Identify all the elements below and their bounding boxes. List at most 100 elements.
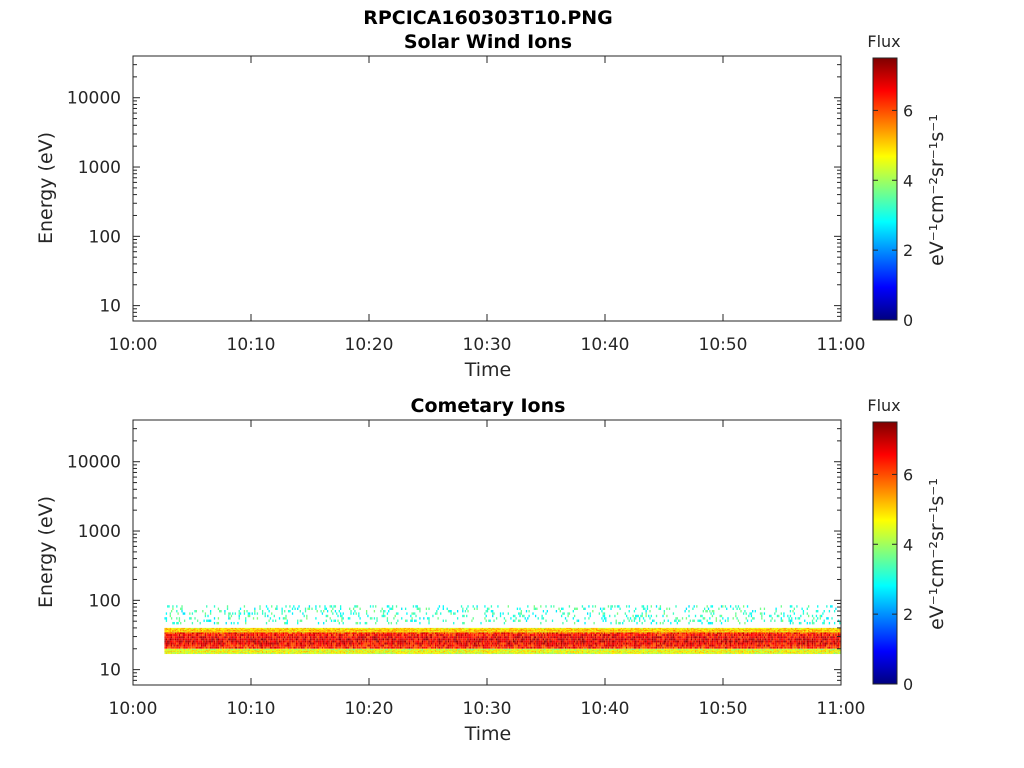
heatmap-cell (801, 634, 803, 637)
heatmap-cell (217, 631, 220, 635)
heatmap-cell (441, 638, 443, 641)
heatmap-cell (754, 642, 756, 645)
heatmap-cell (267, 652, 269, 654)
heatmap-cell (398, 644, 400, 647)
heatmap-cell (625, 646, 628, 649)
heatmap-cell (641, 644, 643, 647)
heatmap-cell (265, 651, 268, 653)
heatmap-cell (310, 631, 312, 635)
heatmap-cell (735, 644, 737, 647)
heatmap-cell (226, 653, 229, 655)
heatmap-cell (258, 636, 260, 639)
heatmap-cell (410, 642, 412, 645)
heatmap-cell (381, 636, 383, 639)
heatmap-cell (715, 644, 717, 647)
heatmap-cell (399, 640, 402, 643)
heatmap-cell (579, 644, 581, 647)
heatmap-cell (667, 634, 669, 637)
heatmap-cell (833, 634, 836, 637)
heatmap-cell (180, 634, 182, 637)
heatmap-cell (508, 640, 511, 643)
heatmap-cell (193, 652, 195, 654)
heatmap-cell (622, 646, 624, 649)
heatmap-cell (703, 638, 706, 641)
heatmap-cell (206, 631, 208, 635)
heatmap-cell (693, 640, 695, 643)
heatmap-cell (178, 652, 181, 654)
heatmap-cell (199, 644, 201, 647)
heatmap-cell (668, 636, 671, 639)
heatmap-cell (345, 634, 347, 637)
heatmap-cell (558, 631, 560, 635)
heatmap-cell (410, 640, 412, 643)
heatmap-cell (633, 644, 636, 647)
heatmap-cell (189, 636, 191, 639)
heatmap-cell (566, 640, 568, 643)
heatmap-cell (497, 646, 499, 649)
heatmap-cell (580, 634, 582, 637)
heatmap-cell (247, 649, 249, 651)
heatmap-cell (208, 646, 210, 649)
heatmap-cell (479, 642, 481, 645)
heatmap-cell (212, 649, 214, 651)
heatmap-cell (471, 638, 473, 641)
heatmap-cell (684, 631, 686, 635)
heatmap-cell (476, 638, 478, 641)
heatmap-cell (720, 644, 723, 647)
heatmap-cell (753, 636, 755, 639)
heatmap-cell (306, 631, 308, 635)
heatmap-cell (346, 636, 348, 639)
heatmap-cell (772, 640, 775, 643)
heatmap-cell (575, 634, 577, 637)
heatmap-cell (194, 649, 196, 651)
heatmap-cell (423, 631, 425, 635)
heatmap-cell (243, 634, 246, 637)
heatmap-cell (822, 642, 824, 645)
heatmap-cell (625, 644, 628, 647)
heatmap-cell (224, 653, 226, 655)
heatmap-cell (462, 640, 464, 643)
heatmap-cell (619, 642, 621, 645)
heatmap-cell (390, 640, 392, 643)
heatmap-cell (346, 646, 348, 649)
heatmap-cell (228, 648, 230, 650)
heatmap-cell (208, 640, 210, 643)
heatmap-cell (767, 642, 769, 645)
heatmap-cell (272, 651, 274, 653)
heatmap-cell (836, 631, 838, 635)
heatmap-cell (213, 646, 216, 649)
heatmap-cell (215, 652, 217, 654)
heatmap-cell (176, 648, 178, 650)
heatmap-cell (330, 646, 333, 649)
heatmap-cell (187, 640, 190, 643)
heatmap-cell (277, 651, 279, 653)
heatmap-cell (564, 634, 567, 637)
heatmap-cell (286, 634, 288, 637)
heatmap-cell (705, 646, 707, 649)
heatmap-cell (169, 642, 171, 645)
heatmap-cell (245, 634, 247, 637)
heatmap-cell (212, 631, 214, 635)
heatmap-cell (562, 646, 564, 649)
heatmap-cell (199, 649, 201, 651)
heatmap-cell (529, 634, 532, 637)
heatmap-cell (235, 648, 238, 650)
heatmap-cell (412, 634, 415, 637)
heatmap-cell (403, 646, 405, 649)
heatmap-cell (311, 636, 313, 639)
heatmap-cell (241, 638, 243, 641)
heatmap-cell (805, 634, 807, 637)
x-axis-label: Time (464, 359, 512, 381)
heatmap-cell (449, 638, 451, 641)
heatmap-cell (778, 644, 780, 647)
heatmap-cell (468, 634, 470, 637)
heatmap-cell (437, 631, 439, 635)
heatmap-cell (666, 646, 668, 649)
heatmap-cell (707, 644, 710, 647)
heatmap-cell (229, 649, 231, 651)
heatmap-cell (537, 638, 539, 641)
heatmap-cell (272, 638, 274, 641)
heatmap-cell (546, 644, 548, 647)
heatmap-cell (605, 642, 607, 645)
heatmap-cell (438, 636, 441, 639)
